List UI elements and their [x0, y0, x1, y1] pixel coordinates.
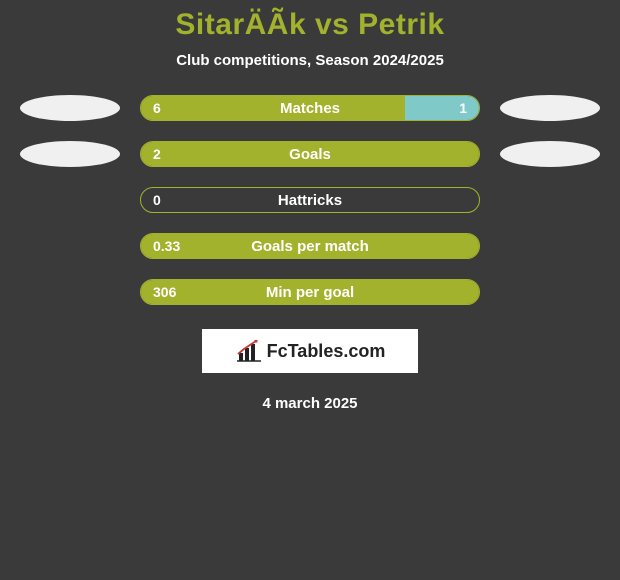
stat-label: Min per goal: [141, 280, 479, 304]
spacer: [500, 233, 600, 259]
spacer: [20, 187, 120, 213]
player-marker-left: [20, 95, 120, 121]
stat-label: Goals: [141, 142, 479, 166]
logo-text: FcTables.com: [267, 341, 386, 362]
stat-row: 306Min per goal: [0, 279, 620, 305]
stat-row: 2Goals: [0, 141, 620, 167]
stat-bar: 0.33Goals per match: [140, 233, 480, 259]
player-marker-left: [20, 141, 120, 167]
stat-bar: 6Matches1: [140, 95, 480, 121]
comparison-subtitle: Club competitions, Season 2024/2025: [176, 52, 444, 69]
stat-rows: 6Matches1 2Goals 0Hattricks 0.33Goals per m…: [0, 95, 620, 305]
player-marker-right: [500, 95, 600, 121]
stat-value-right: 1: [459, 96, 467, 120]
spacer: [500, 279, 600, 305]
stat-label: Hattricks: [141, 188, 479, 212]
stat-bar: 0Hattricks: [140, 187, 480, 213]
spacer: [500, 187, 600, 213]
bars-icon: [235, 340, 261, 362]
stat-row: 0Hattricks: [0, 187, 620, 213]
stat-label: Matches: [141, 96, 479, 120]
stat-label: Goals per match: [141, 234, 479, 258]
stat-bar: 306Min per goal: [140, 279, 480, 305]
stat-row: 0.33Goals per match: [0, 233, 620, 259]
source-logo: FcTables.com: [202, 329, 418, 373]
stat-row: 6Matches1: [0, 95, 620, 121]
snapshot-date: 4 march 2025: [262, 395, 357, 412]
comparison-title: SitarÄÃ­k vs Petrik: [175, 8, 444, 42]
stat-bar: 2Goals: [140, 141, 480, 167]
player-marker-right: [500, 141, 600, 167]
spacer: [20, 233, 120, 259]
spacer: [20, 279, 120, 305]
